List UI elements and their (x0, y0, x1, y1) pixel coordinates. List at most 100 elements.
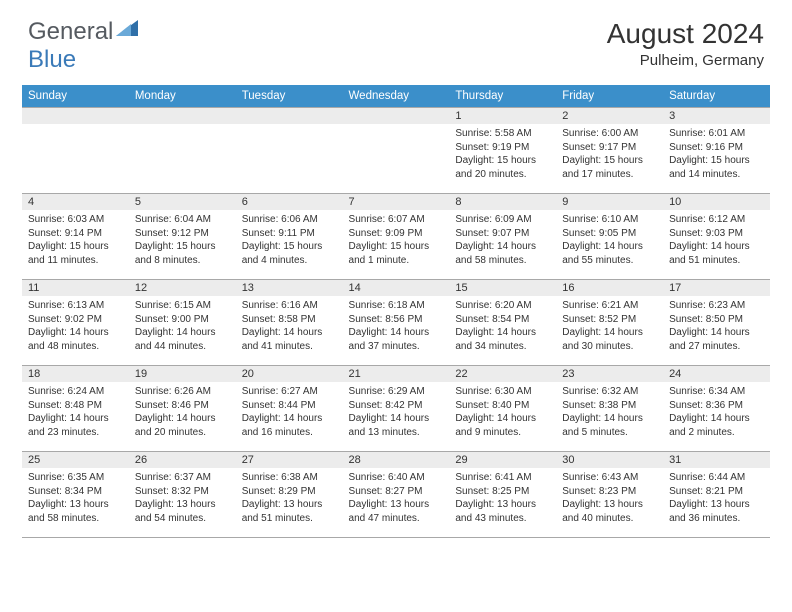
sunset-text: Sunset: 9:07 PM (455, 227, 550, 241)
calendar-day-cell: 25Sunrise: 6:35 AMSunset: 8:34 PMDayligh… (22, 451, 129, 537)
sunset-text: Sunset: 8:50 PM (669, 313, 764, 327)
day-number: 13 (236, 279, 343, 296)
day-number: 8 (449, 193, 556, 210)
sunrise-text: Sunrise: 6:37 AM (135, 471, 230, 485)
sunset-text: Sunset: 8:42 PM (349, 399, 444, 413)
calendar-day-cell: 19Sunrise: 6:26 AMSunset: 8:46 PMDayligh… (129, 365, 236, 451)
daylight-text: Daylight: 14 hours and 51 minutes. (669, 240, 764, 267)
daylight-text: Daylight: 15 hours and 14 minutes. (669, 154, 764, 181)
daylight-text: Daylight: 14 hours and 5 minutes. (562, 412, 657, 439)
calendar-week-row: 18Sunrise: 6:24 AMSunset: 8:48 PMDayligh… (22, 365, 770, 451)
sunrise-text: Sunrise: 6:30 AM (455, 385, 550, 399)
daylight-text: Daylight: 15 hours and 17 minutes. (562, 154, 657, 181)
calendar-header-cell: Thursday (449, 85, 556, 107)
daylight-text: Daylight: 15 hours and 11 minutes. (28, 240, 123, 267)
calendar-day-cell: 10Sunrise: 6:12 AMSunset: 9:03 PMDayligh… (663, 193, 770, 279)
sunrise-text: Sunrise: 6:09 AM (455, 213, 550, 227)
sunset-text: Sunset: 8:48 PM (28, 399, 123, 413)
sunrise-text: Sunrise: 6:21 AM (562, 299, 657, 313)
calendar-header-cell: Sunday (22, 85, 129, 107)
daylight-text: Daylight: 13 hours and 40 minutes. (562, 498, 657, 525)
calendar-day-cell: 31Sunrise: 6:44 AMSunset: 8:21 PMDayligh… (663, 451, 770, 537)
day-details: Sunrise: 6:44 AMSunset: 8:21 PMDaylight:… (663, 468, 770, 529)
sunrise-text: Sunrise: 6:00 AM (562, 127, 657, 141)
day-details: Sunrise: 6:24 AMSunset: 8:48 PMDaylight:… (22, 382, 129, 441)
sunset-text: Sunset: 9:19 PM (455, 141, 550, 155)
calendar-day-cell: 29Sunrise: 6:41 AMSunset: 8:25 PMDayligh… (449, 451, 556, 537)
calendar-day-cell: 2Sunrise: 6:00 AMSunset: 9:17 PMDaylight… (556, 107, 663, 193)
calendar-week-row: 4Sunrise: 6:03 AMSunset: 9:14 PMDaylight… (22, 193, 770, 279)
sunset-text: Sunset: 8:54 PM (455, 313, 550, 327)
day-number: 27 (236, 451, 343, 468)
day-number: 12 (129, 279, 236, 296)
calendar-day-cell: 27Sunrise: 6:38 AMSunset: 8:29 PMDayligh… (236, 451, 343, 537)
sunrise-text: Sunrise: 6:43 AM (562, 471, 657, 485)
day-number: 7 (343, 193, 450, 210)
calendar-day-cell (343, 107, 450, 193)
sunset-text: Sunset: 8:58 PM (242, 313, 337, 327)
calendar-day-cell: 21Sunrise: 6:29 AMSunset: 8:42 PMDayligh… (343, 365, 450, 451)
daylight-text: Daylight: 14 hours and 13 minutes. (349, 412, 444, 439)
day-details: Sunrise: 6:09 AMSunset: 9:07 PMDaylight:… (449, 210, 556, 269)
daylight-text: Daylight: 14 hours and 37 minutes. (349, 326, 444, 353)
calendar-day-cell: 8Sunrise: 6:09 AMSunset: 9:07 PMDaylight… (449, 193, 556, 279)
daylight-text: Daylight: 14 hours and 2 minutes. (669, 412, 764, 439)
day-number: 20 (236, 365, 343, 382)
day-number: 24 (663, 365, 770, 382)
day-number: 14 (343, 279, 450, 296)
daylight-text: Daylight: 13 hours and 47 minutes. (349, 498, 444, 525)
daylight-text: Daylight: 15 hours and 4 minutes. (242, 240, 337, 267)
sunrise-text: Sunrise: 6:07 AM (349, 213, 444, 227)
day-number: 6 (236, 193, 343, 210)
calendar-day-cell: 28Sunrise: 6:40 AMSunset: 8:27 PMDayligh… (343, 451, 450, 537)
calendar-day-cell: 12Sunrise: 6:15 AMSunset: 9:00 PMDayligh… (129, 279, 236, 365)
day-number: 9 (556, 193, 663, 210)
day-details: Sunrise: 6:32 AMSunset: 8:38 PMDaylight:… (556, 382, 663, 441)
calendar-day-cell: 22Sunrise: 6:30 AMSunset: 8:40 PMDayligh… (449, 365, 556, 451)
calendar-day-cell: 13Sunrise: 6:16 AMSunset: 8:58 PMDayligh… (236, 279, 343, 365)
day-details: Sunrise: 6:15 AMSunset: 9:00 PMDaylight:… (129, 296, 236, 355)
sunset-text: Sunset: 8:38 PM (562, 399, 657, 413)
daylight-text: Daylight: 14 hours and 55 minutes. (562, 240, 657, 267)
day-details: Sunrise: 6:41 AMSunset: 8:25 PMDaylight:… (449, 468, 556, 529)
calendar-week-row: 25Sunrise: 6:35 AMSunset: 8:34 PMDayligh… (22, 451, 770, 537)
daylight-text: Daylight: 13 hours and 51 minutes. (242, 498, 337, 525)
calendar-header-cell: Friday (556, 85, 663, 107)
day-number: 17 (663, 279, 770, 296)
sunrise-text: Sunrise: 6:23 AM (669, 299, 764, 313)
calendar-day-cell: 4Sunrise: 6:03 AMSunset: 9:14 PMDaylight… (22, 193, 129, 279)
calendar-day-cell: 17Sunrise: 6:23 AMSunset: 8:50 PMDayligh… (663, 279, 770, 365)
day-details: Sunrise: 6:12 AMSunset: 9:03 PMDaylight:… (663, 210, 770, 269)
sunrise-text: Sunrise: 6:06 AM (242, 213, 337, 227)
calendar-week-row: 1Sunrise: 5:58 AMSunset: 9:19 PMDaylight… (22, 107, 770, 193)
sunset-text: Sunset: 8:56 PM (349, 313, 444, 327)
sunset-text: Sunset: 8:21 PM (669, 485, 764, 499)
calendar-day-cell: 5Sunrise: 6:04 AMSunset: 9:12 PMDaylight… (129, 193, 236, 279)
sunset-text: Sunset: 8:27 PM (349, 485, 444, 499)
day-details: Sunrise: 6:40 AMSunset: 8:27 PMDaylight:… (343, 468, 450, 529)
sunset-text: Sunset: 8:44 PM (242, 399, 337, 413)
day-number (236, 107, 343, 124)
sunset-text: Sunset: 9:09 PM (349, 227, 444, 241)
day-details: Sunrise: 6:29 AMSunset: 8:42 PMDaylight:… (343, 382, 450, 441)
day-number: 30 (556, 451, 663, 468)
daylight-text: Daylight: 15 hours and 20 minutes. (455, 154, 550, 181)
sunrise-text: Sunrise: 6:32 AM (562, 385, 657, 399)
sunrise-text: Sunrise: 6:20 AM (455, 299, 550, 313)
calendar-day-cell: 23Sunrise: 6:32 AMSunset: 8:38 PMDayligh… (556, 365, 663, 451)
day-number: 10 (663, 193, 770, 210)
sunrise-text: Sunrise: 6:29 AM (349, 385, 444, 399)
sunset-text: Sunset: 8:36 PM (669, 399, 764, 413)
day-details: Sunrise: 6:00 AMSunset: 9:17 PMDaylight:… (556, 124, 663, 183)
logo-text-general: General (28, 18, 113, 46)
calendar-day-cell: 20Sunrise: 6:27 AMSunset: 8:44 PMDayligh… (236, 365, 343, 451)
calendar-day-cell: 9Sunrise: 6:10 AMSunset: 9:05 PMDaylight… (556, 193, 663, 279)
sunset-text: Sunset: 8:32 PM (135, 485, 230, 499)
day-details: Sunrise: 6:13 AMSunset: 9:02 PMDaylight:… (22, 296, 129, 355)
daylight-text: Daylight: 14 hours and 30 minutes. (562, 326, 657, 353)
calendar-day-cell (129, 107, 236, 193)
daylight-text: Daylight: 14 hours and 23 minutes. (28, 412, 123, 439)
calendar-day-cell: 14Sunrise: 6:18 AMSunset: 8:56 PMDayligh… (343, 279, 450, 365)
day-details: Sunrise: 6:01 AMSunset: 9:16 PMDaylight:… (663, 124, 770, 183)
daylight-text: Daylight: 14 hours and 20 minutes. (135, 412, 230, 439)
